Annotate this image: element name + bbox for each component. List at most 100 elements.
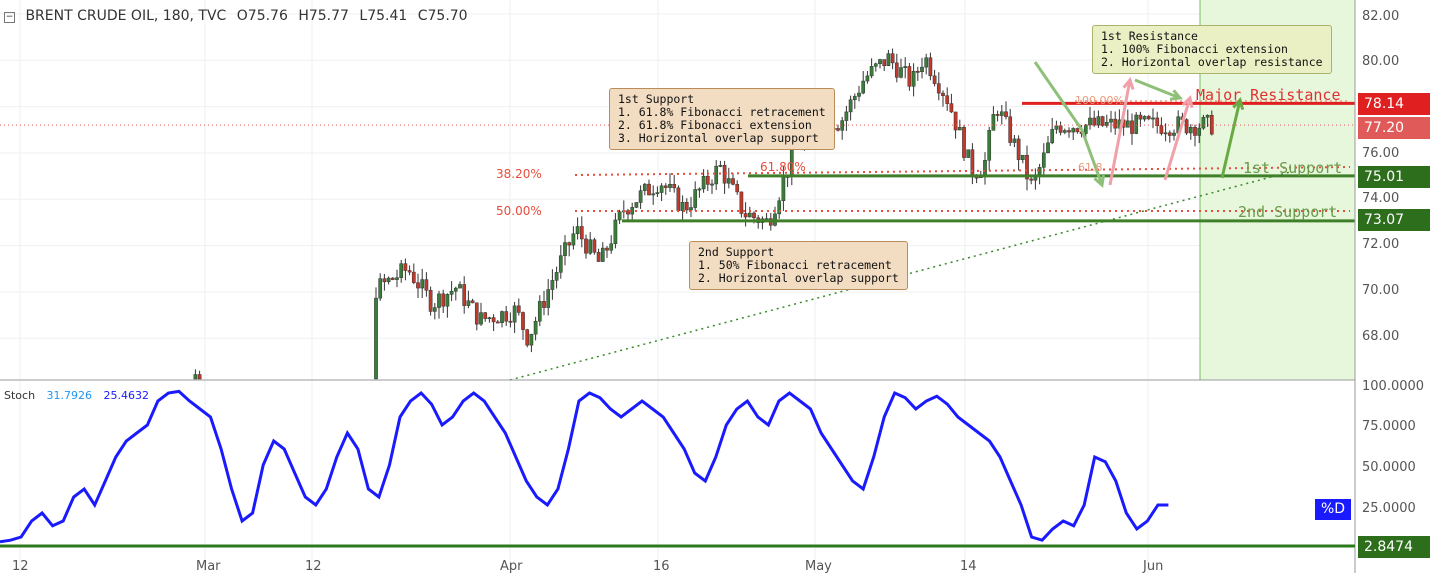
candle-body — [458, 284, 462, 289]
major-resistance-text: Major Resistance — [1196, 86, 1341, 104]
high-value: H75.77 — [298, 8, 349, 24]
candle-body — [886, 53, 891, 66]
candle-body — [987, 130, 992, 161]
candle-body — [642, 183, 647, 191]
candle-body — [735, 184, 740, 193]
candle-body — [932, 75, 937, 84]
candle-body — [1172, 132, 1176, 136]
stoch-header: Stoch 31.7926 25.4632 — [4, 389, 149, 402]
fib-label-50: 50.00% — [496, 204, 542, 218]
candle-body — [420, 279, 425, 289]
fib-label-382: 38.20% — [496, 167, 542, 181]
candle-body — [865, 75, 870, 82]
green-down-arrow-2 — [1134, 78, 1181, 100]
chart-header: − BRENT CRUDE OIL, 180, TVC O75.76 H75.7… — [4, 8, 474, 24]
candle-body — [588, 239, 593, 254]
candle-body — [1109, 118, 1113, 123]
candle-body — [1004, 111, 1008, 117]
stoch-tick: 25.0000 — [1362, 501, 1416, 516]
candle-body — [655, 192, 660, 195]
candle-body — [936, 83, 941, 94]
candle-body — [508, 320, 513, 323]
candle-body — [920, 66, 924, 73]
candle-body — [390, 277, 395, 280]
candle-body — [890, 53, 895, 64]
candle-body — [1041, 152, 1046, 168]
candle-body — [579, 226, 584, 240]
candle-body — [449, 290, 454, 295]
candle-body — [1067, 130, 1071, 133]
candle-body — [970, 149, 975, 178]
candle-body — [1163, 132, 1168, 135]
low-value: L75.41 — [359, 8, 408, 24]
stoch-d-value: 25.4632 — [103, 389, 150, 402]
candle-body — [474, 302, 479, 325]
x-tick: Jun — [1143, 559, 1164, 574]
stoch-tick: 75.0000 — [1362, 419, 1416, 434]
candle-body — [1054, 125, 1059, 130]
candle-body — [941, 92, 945, 96]
candle-body — [1205, 115, 1210, 118]
last-price-label: 77.20 — [1358, 117, 1430, 139]
collapse-icon[interactable]: − — [4, 12, 15, 23]
candle-body — [731, 178, 735, 185]
candle-body — [403, 263, 408, 271]
candle-body — [516, 305, 521, 313]
candle-body — [705, 175, 710, 185]
candle-body — [907, 66, 912, 87]
candle-body — [491, 317, 496, 323]
candle-body — [638, 190, 643, 203]
candle-body — [924, 57, 929, 68]
candle-body — [714, 165, 719, 185]
candle-body — [1075, 128, 1080, 133]
green-up-arrow-head — [1232, 96, 1245, 111]
candle-body — [470, 300, 475, 304]
candle-body — [1071, 128, 1076, 133]
price-tick: 72.00 — [1362, 237, 1400, 252]
candle-body — [411, 271, 416, 283]
green-down-arrow-2-head — [1169, 89, 1183, 101]
candle-body — [676, 187, 681, 211]
candle-body — [1058, 125, 1063, 133]
candle-body — [445, 294, 450, 307]
candle-body — [525, 329, 530, 346]
candle-body — [1155, 117, 1160, 126]
candle-body — [945, 95, 950, 104]
candle-body — [747, 212, 752, 218]
candle-body — [626, 210, 630, 215]
candle-body — [512, 305, 517, 323]
candle-body — [1029, 178, 1034, 181]
candle-body — [995, 114, 1000, 116]
candle-body — [1201, 117, 1206, 129]
green-up-arrow — [1220, 99, 1242, 179]
candle-body — [558, 255, 563, 273]
candle-body — [1096, 116, 1101, 126]
candle-body — [739, 191, 744, 214]
candle-body — [596, 252, 601, 262]
candle-body — [659, 185, 664, 193]
candle-body — [726, 178, 731, 184]
candle-body — [878, 59, 882, 65]
price-tick: 76.00 — [1362, 146, 1400, 161]
second-support-text: 2nd Support — [1238, 203, 1338, 221]
candle-body — [399, 263, 404, 278]
x-tick: Mar — [196, 559, 221, 574]
candle-body — [1151, 117, 1155, 120]
open-value: O75.76 — [236, 8, 288, 24]
candle-body — [1025, 154, 1029, 180]
candle-body — [697, 188, 702, 191]
candle-body — [1016, 138, 1021, 160]
candle-body — [592, 239, 597, 253]
candle-body — [428, 290, 433, 312]
price-tick: 70.00 — [1362, 283, 1400, 298]
candle-body — [378, 278, 383, 299]
candle-body — [701, 175, 706, 190]
candle-body — [483, 312, 488, 319]
candle-body — [382, 278, 387, 283]
candle-body — [718, 165, 723, 167]
x-tick: Apr — [500, 559, 523, 574]
candle-body — [911, 70, 916, 87]
candle-body — [533, 320, 538, 335]
candle-body — [487, 317, 492, 320]
candle-body — [1167, 132, 1172, 136]
